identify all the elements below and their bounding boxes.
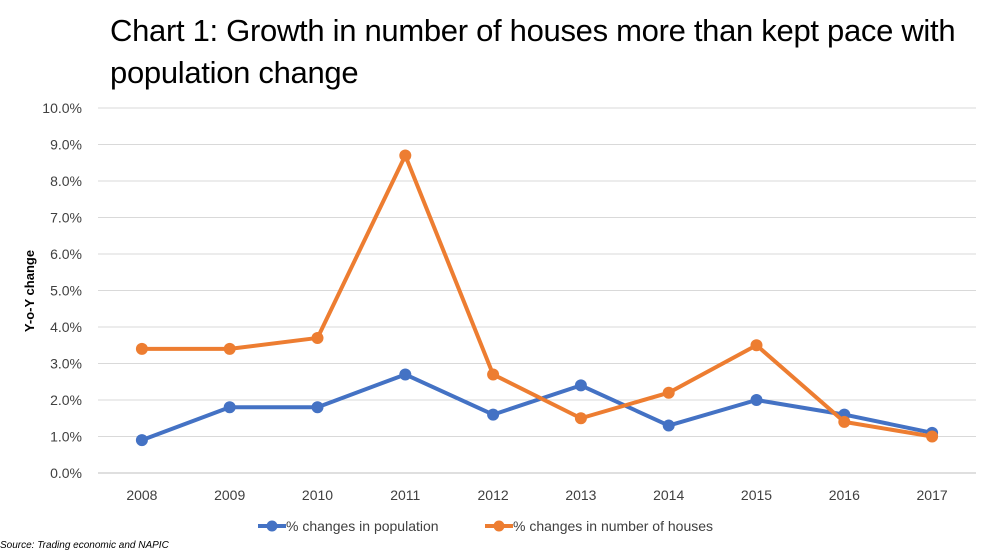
data-point (135, 342, 148, 355)
data-point (662, 386, 675, 399)
x-tick-label: 2015 (741, 487, 772, 503)
y-tick-label: 4.0% (50, 319, 82, 335)
series-1 (135, 368, 939, 447)
y-tick-label: 6.0% (50, 246, 82, 262)
series-line (139, 372, 935, 443)
legend-label: % changes in population (286, 518, 439, 534)
y-tick-label: 8.0% (50, 173, 82, 189)
data-point (223, 342, 236, 355)
x-tick-label: 2009 (214, 487, 245, 503)
data-point (574, 379, 587, 392)
x-tick-label: 2008 (126, 487, 157, 503)
legend-swatch-marker (266, 520, 278, 532)
data-point (487, 368, 500, 381)
x-tick-label: 2013 (565, 487, 596, 503)
x-tick-label: 2014 (653, 487, 684, 503)
series-line (139, 153, 935, 439)
x-tick-label: 2012 (478, 487, 509, 503)
legend-label: % changes in number of houses (513, 518, 713, 534)
y-tick-label: 3.0% (50, 356, 82, 372)
y-tick-label: 5.0% (50, 283, 82, 299)
x-tick-label: 2017 (917, 487, 948, 503)
legend: % changes in population % changes in numb… (258, 518, 713, 534)
legend-swatch-marker (493, 520, 505, 532)
series-group (135, 149, 939, 447)
series-2 (135, 149, 939, 443)
data-point (926, 430, 939, 443)
y-tick-label: 0.0% (50, 465, 82, 481)
y-tick-label: 10.0% (42, 100, 82, 116)
data-point (574, 412, 587, 425)
data-point (135, 434, 148, 447)
y-tick-label: 1.0% (50, 429, 82, 445)
data-point (487, 408, 500, 421)
data-point (311, 331, 324, 344)
chart-title: Chart 1: Growth in number of houses more… (110, 13, 956, 90)
y-tick-label: 9.0% (50, 137, 82, 153)
data-point (750, 339, 763, 352)
data-point (838, 415, 851, 428)
y-tick-label: 7.0% (50, 210, 82, 226)
y-tick-label: 2.0% (50, 392, 82, 408)
x-tick-label: 2011 (390, 487, 420, 503)
source-note: Source: Trading economic and NAPIC (0, 540, 169, 551)
x-tick-label: 2016 (829, 487, 860, 503)
y-axis-label: Y-o-Y change (22, 250, 37, 332)
x-tick-label: 2010 (302, 487, 333, 503)
data-point (399, 368, 412, 381)
grid-lines (98, 107, 976, 474)
y-axis-ticks: 0.0% 1.0% 2.0% 3.0% 4.0% 5.0% 6.0% 7.0% 8.0% 9.0%… (42, 100, 82, 481)
data-point (662, 419, 675, 432)
data-point (399, 149, 412, 162)
x-axis-ticks: 2008 2009 2010 2011 2012 2013 2014 2015 2016 2017 (126, 487, 948, 503)
data-point (311, 401, 324, 414)
data-point (223, 401, 236, 414)
data-point (750, 394, 763, 406)
